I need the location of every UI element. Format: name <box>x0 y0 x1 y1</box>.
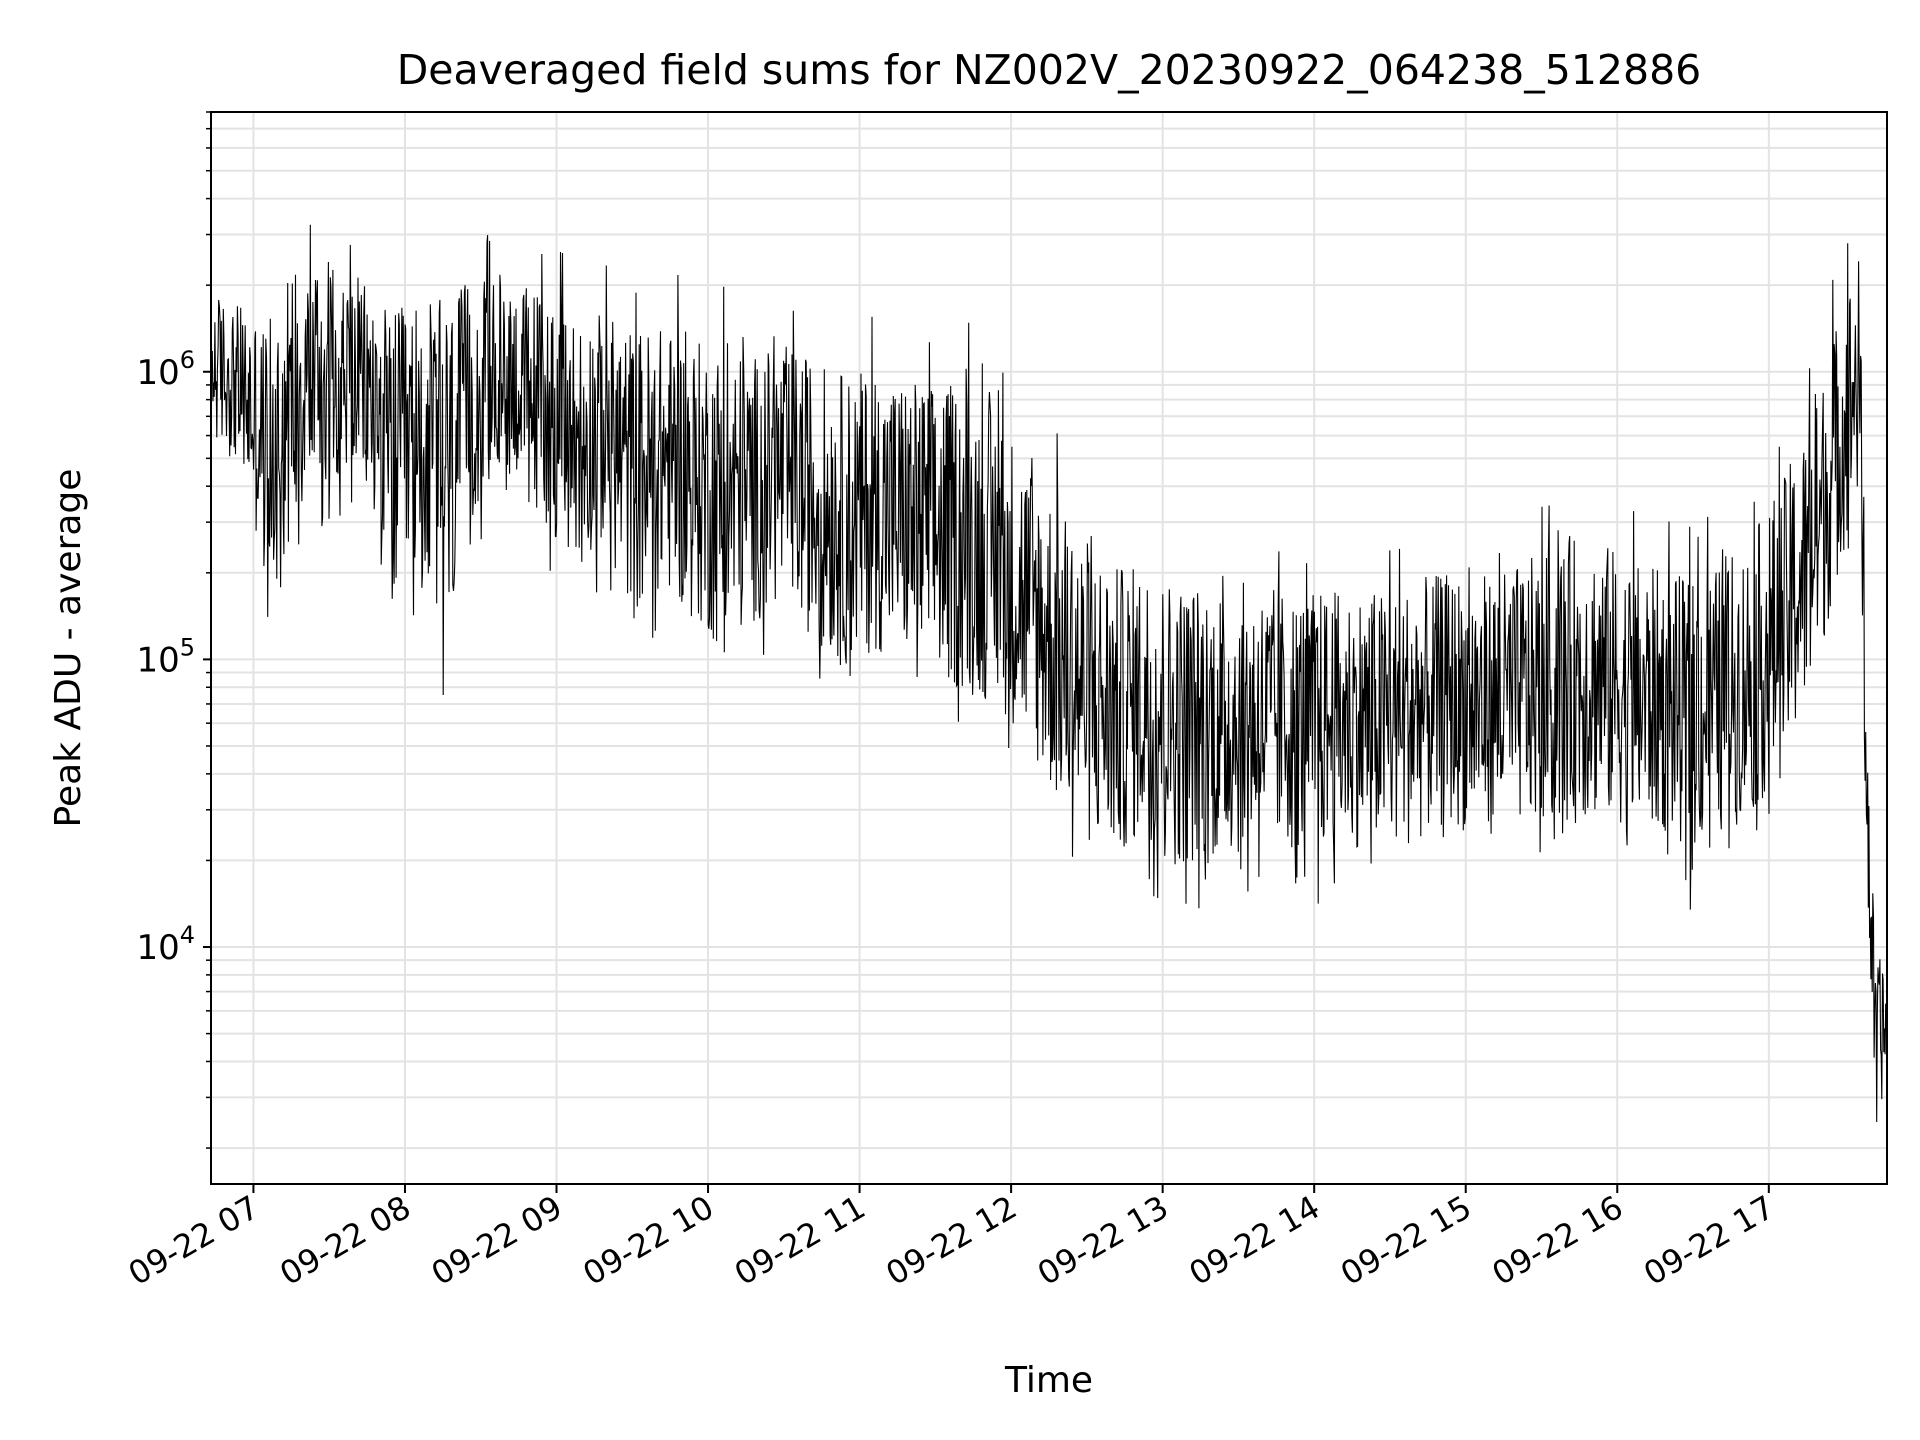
y-tick-base: 10 <box>136 353 179 393</box>
y-tick-label: 104 <box>136 921 195 968</box>
grid <box>211 111 1887 1184</box>
y-tick-exponent: 4 <box>180 921 195 949</box>
y-tick-exponent: 6 <box>180 346 195 374</box>
y-tick-label: 106 <box>136 346 195 393</box>
series-line-path <box>210 224 1888 1123</box>
y-axis-label: Peak ADU - average <box>48 469 89 828</box>
y-tick-base: 10 <box>136 640 179 680</box>
y-tick-base: 10 <box>136 928 179 968</box>
y-tick-label: 105 <box>136 633 195 680</box>
y-tick-exponent: 5 <box>180 633 195 661</box>
plot-frame <box>210 111 1888 1185</box>
chart-title: Deaveraged field sums for NZ002V_2023092… <box>397 46 1702 94</box>
series-line <box>210 224 1888 1123</box>
x-axis-label: Time <box>1004 1360 1093 1401</box>
